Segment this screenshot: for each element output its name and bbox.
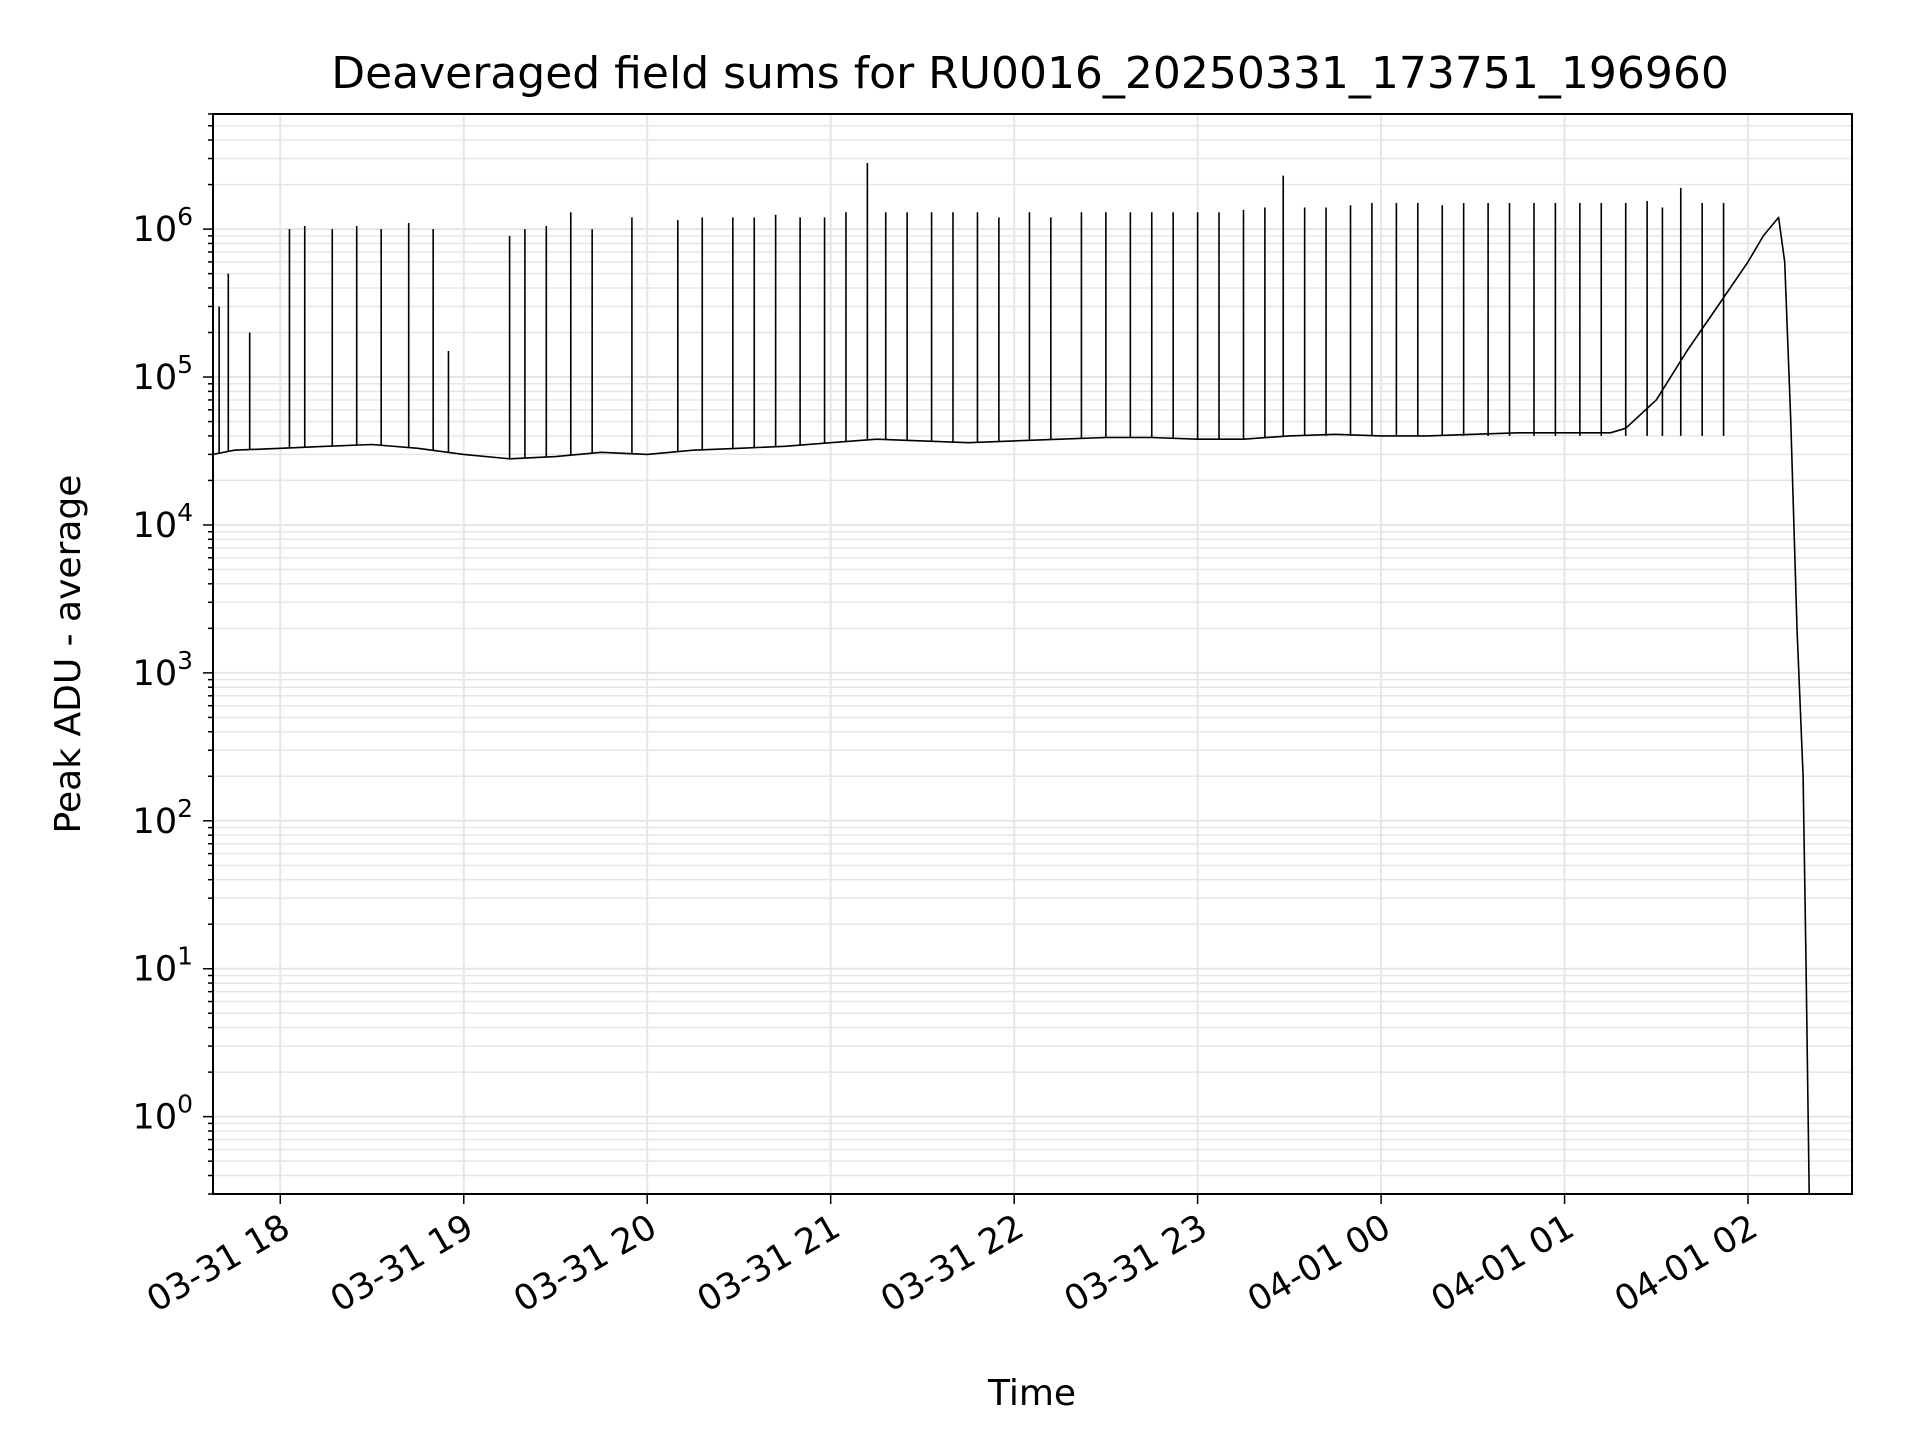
y-tick-label: 100 xyxy=(133,1090,193,1138)
y-axis-ticks: 100 101 102 103 104 105 106 xyxy=(133,113,213,1195)
y-tick-label: 102 xyxy=(133,794,193,842)
y-tick-label: 104 xyxy=(133,498,193,546)
x-axis-label: Time xyxy=(987,1373,1076,1414)
y-axis-label: Peak ADU - average xyxy=(48,475,89,834)
series-line xyxy=(212,216,1810,1195)
chart-title: Deaveraged field sums for RU0016_2025033… xyxy=(331,48,1729,99)
y-tick-label: 101 xyxy=(133,942,193,990)
plot-frame xyxy=(212,113,1853,1195)
y-tick-label: 106 xyxy=(133,202,193,250)
series-line-group xyxy=(212,162,1810,1195)
y-tick-label: 103 xyxy=(133,646,193,694)
grid-lines xyxy=(213,113,1852,1195)
y-tick-label: 105 xyxy=(133,350,193,398)
